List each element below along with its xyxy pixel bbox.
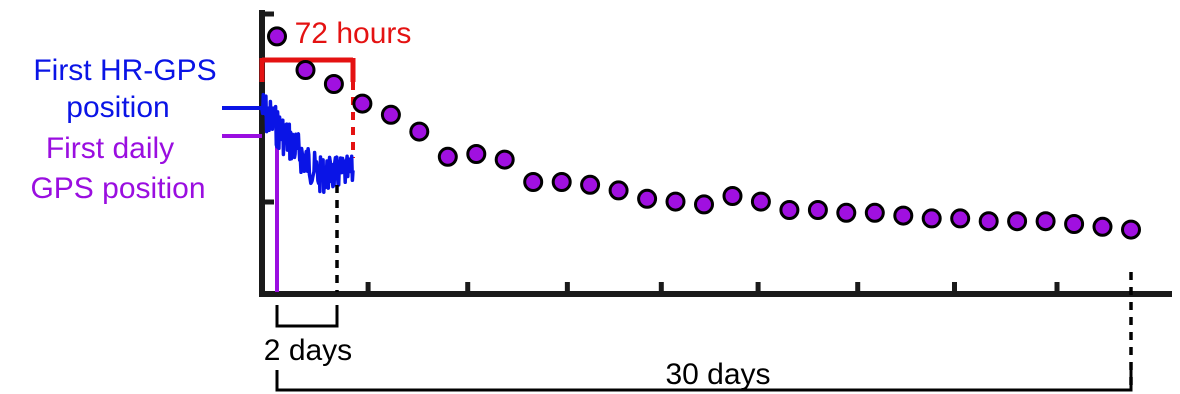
- daily-point-6: [437, 146, 458, 167]
- daily-point-15: [694, 194, 714, 215]
- daily-point-7: [466, 144, 487, 164]
- hr-gps-label-line2: position: [66, 91, 169, 124]
- daily-point-28: [1064, 214, 1085, 234]
- daily-point-25: [978, 211, 999, 232]
- daily-point-5: [409, 121, 430, 142]
- hr-gps-label-line1: First HR-GPS: [33, 54, 216, 87]
- daily-point-16: [722, 186, 743, 206]
- two-days-label: 2 days: [264, 334, 352, 367]
- daily-point-12: [608, 180, 629, 201]
- daily-point-0: [267, 26, 287, 47]
- daily-point-29: [1092, 216, 1113, 237]
- daily-point-3: [352, 93, 373, 114]
- x-ticks: [365, 282, 1060, 294]
- daily-gps-points: [267, 26, 1141, 240]
- daily-point-9: [523, 172, 544, 192]
- daily-point-24: [950, 208, 971, 229]
- daily-gps-label-line1: First daily: [46, 132, 174, 165]
- daily-gps-label-line2: GPS position: [30, 172, 205, 205]
- daily-point-21: [864, 202, 885, 223]
- daily-point-2: [323, 74, 344, 94]
- daily-point-10: [551, 172, 572, 192]
- hr-gps-track: [260, 92, 355, 194]
- daily-point-27: [1035, 211, 1056, 232]
- daily-point-11: [580, 174, 601, 195]
- window-72h-label: 72 hours: [295, 17, 412, 50]
- two-days-bracket: [275, 305, 339, 328]
- daily-point-30: [1121, 219, 1141, 240]
- daily-point-18: [779, 200, 800, 220]
- daily-point-17: [750, 191, 771, 212]
- daily-point-20: [836, 202, 857, 223]
- daily-point-4: [380, 104, 401, 125]
- daily-point-23: [921, 208, 942, 229]
- daily-point-22: [893, 205, 914, 226]
- daily-point-1: [295, 60, 316, 80]
- thirty-days-label: 30 days: [665, 358, 770, 391]
- daily-point-13: [637, 188, 658, 209]
- thirty-days-bracket: [275, 370, 1133, 392]
- daily-point-19: [807, 200, 828, 220]
- window-72h-bracket: [259, 57, 356, 158]
- daily-point-26: [1007, 211, 1028, 232]
- daily-point-8: [494, 149, 515, 170]
- daily-point-14: [665, 191, 686, 212]
